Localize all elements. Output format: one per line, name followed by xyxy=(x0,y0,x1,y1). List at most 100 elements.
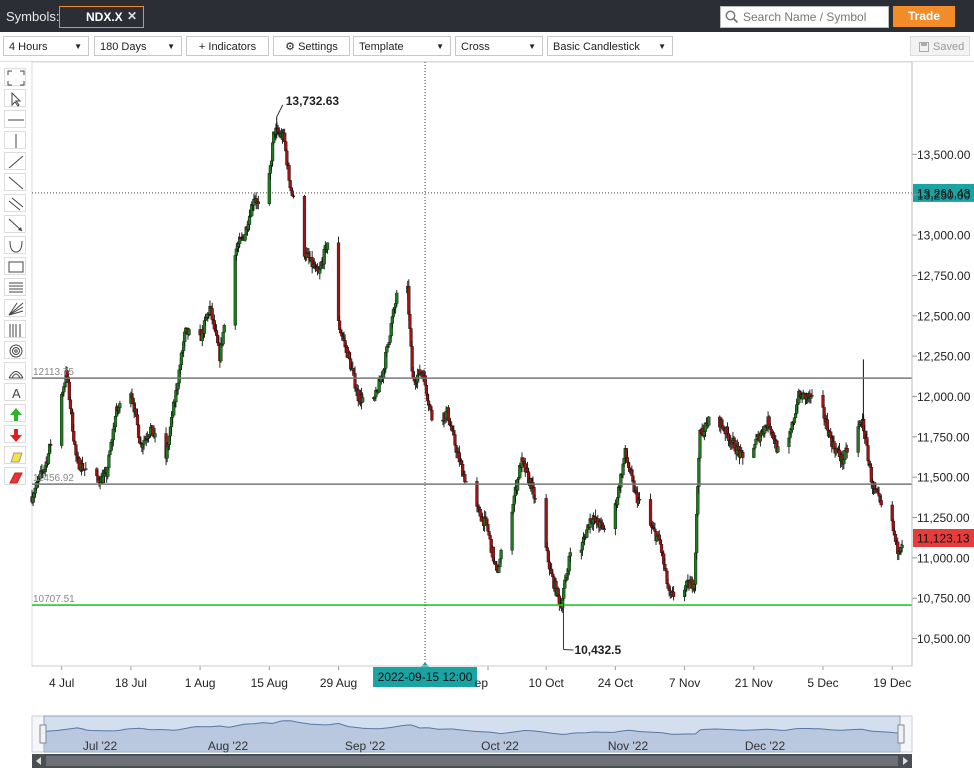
scroll-left-icon[interactable] xyxy=(36,757,41,765)
y-tick-label: 11,500.00 xyxy=(917,471,970,485)
indicators-button[interactable]: + Indicators xyxy=(186,36,269,56)
ray-tool[interactable] xyxy=(4,173,26,191)
candle-down xyxy=(130,393,134,399)
fibonacci-arc-tool[interactable] xyxy=(4,362,26,380)
symbol-tab[interactable]: NDX.X ✕ xyxy=(59,6,144,28)
candle-up xyxy=(860,418,865,421)
template-select[interactable]: Template ▼ xyxy=(353,36,451,56)
navigator[interactable] xyxy=(31,715,913,753)
candle-up xyxy=(250,204,254,217)
candle-down xyxy=(667,588,671,591)
navigator-left-handle[interactable] xyxy=(39,724,47,744)
candle-down xyxy=(895,541,899,543)
scroll-right-icon[interactable] xyxy=(903,757,908,765)
candle-down xyxy=(408,314,412,329)
interval-select[interactable]: 4 Hours ▼ xyxy=(3,36,89,56)
candle-up xyxy=(180,350,185,354)
navigator-scrollbar[interactable] xyxy=(32,754,912,768)
candle-down xyxy=(808,393,812,399)
candle-down xyxy=(584,536,588,539)
candle-down xyxy=(845,448,849,453)
eraser-tool[interactable] xyxy=(4,467,26,485)
candle-down xyxy=(136,424,141,438)
navigator-selection[interactable] xyxy=(43,715,901,753)
candle-up xyxy=(220,343,224,346)
candle-up xyxy=(728,440,732,442)
candle-up xyxy=(789,429,793,434)
trend-line-tool[interactable] xyxy=(4,152,26,170)
arrow-down-tool[interactable] xyxy=(4,425,26,443)
fullscreen-tool[interactable] xyxy=(4,68,26,86)
channel-tool[interactable] xyxy=(4,194,26,212)
candle-down xyxy=(310,257,314,268)
saved-button[interactable]: Saved xyxy=(910,36,970,56)
trade-button[interactable]: Trade xyxy=(893,6,955,27)
crosshair-price-tag xyxy=(913,183,974,202)
ray-icon xyxy=(8,176,24,190)
candle-up xyxy=(591,519,595,525)
date-value: 2022-09-15 12:00 (GMT+8) xyxy=(479,88,635,102)
fibonacci-circle-tool[interactable] xyxy=(4,341,26,359)
arrow-line-tool[interactable] xyxy=(4,215,26,233)
text-tool[interactable]: A xyxy=(4,383,26,401)
candle-up xyxy=(388,335,392,343)
arrow-up-tool[interactable] xyxy=(4,404,26,422)
fibonacci-retracement-tool[interactable] xyxy=(4,278,26,296)
settings-button[interactable]: ⚙ Settings xyxy=(273,36,350,56)
candle-down xyxy=(273,131,277,135)
candle-up xyxy=(118,403,122,409)
saved-label: Saved xyxy=(933,41,965,53)
highlighter-tool[interactable] xyxy=(4,446,26,464)
candle-down xyxy=(865,437,869,446)
candle-down xyxy=(523,463,527,473)
candle-up xyxy=(602,528,606,530)
candle-up xyxy=(313,266,318,269)
range-select[interactable]: 180 Days ▼ xyxy=(94,36,182,56)
candle-up xyxy=(109,442,113,451)
candle-up xyxy=(497,566,501,573)
candle-down xyxy=(338,320,342,330)
vertical-line-tool[interactable] xyxy=(4,131,26,149)
candle-down xyxy=(875,489,879,492)
candle-down xyxy=(491,546,496,562)
candle-up xyxy=(793,413,798,418)
candle-up xyxy=(416,374,420,383)
y-tick-label: 11,250.00 xyxy=(917,511,970,525)
close-icon[interactable]: ✕ xyxy=(127,9,138,23)
candle-up xyxy=(682,589,687,597)
open-value: 12,166.88 xyxy=(72,88,129,102)
candle-up xyxy=(790,421,794,431)
candle-up xyxy=(656,534,660,537)
rectangle-tool[interactable] xyxy=(4,257,26,275)
print-icon[interactable] xyxy=(898,65,912,77)
candle-up xyxy=(31,496,35,503)
pointer-tool[interactable] xyxy=(4,89,26,107)
candle-up xyxy=(318,268,322,274)
candle-up xyxy=(234,248,238,256)
cursor-select[interactable]: Cross ▼ xyxy=(455,36,543,56)
candle-down xyxy=(454,445,458,453)
fibonacci-timezone-tool[interactable] xyxy=(4,320,26,338)
chart-style-select[interactable]: Basic Candlestick ▼ xyxy=(547,36,673,56)
candle-down xyxy=(878,495,882,501)
candle-up xyxy=(187,329,191,335)
candle-up xyxy=(252,199,256,206)
chevron-down-icon: ▼ xyxy=(436,42,444,51)
navigator-right-handle[interactable] xyxy=(897,724,905,744)
candle-down xyxy=(870,481,875,489)
arc-tool[interactable] xyxy=(4,236,26,254)
candle-up xyxy=(588,518,592,528)
candle-down xyxy=(378,379,382,382)
navigator-scrollbar-thumb[interactable] xyxy=(46,756,898,766)
candle-down xyxy=(635,492,639,504)
candle-up xyxy=(146,436,151,439)
image-export-icon[interactable] xyxy=(878,65,892,77)
horizontal-line-tool[interactable] xyxy=(4,110,26,128)
candle-up xyxy=(34,482,38,489)
fibonacci-fan-tool[interactable] xyxy=(4,299,26,317)
candle-down xyxy=(140,443,144,448)
search-input[interactable]: Search Name / Symbol xyxy=(720,6,889,28)
candle-up xyxy=(511,503,515,513)
candle-up xyxy=(561,598,565,609)
